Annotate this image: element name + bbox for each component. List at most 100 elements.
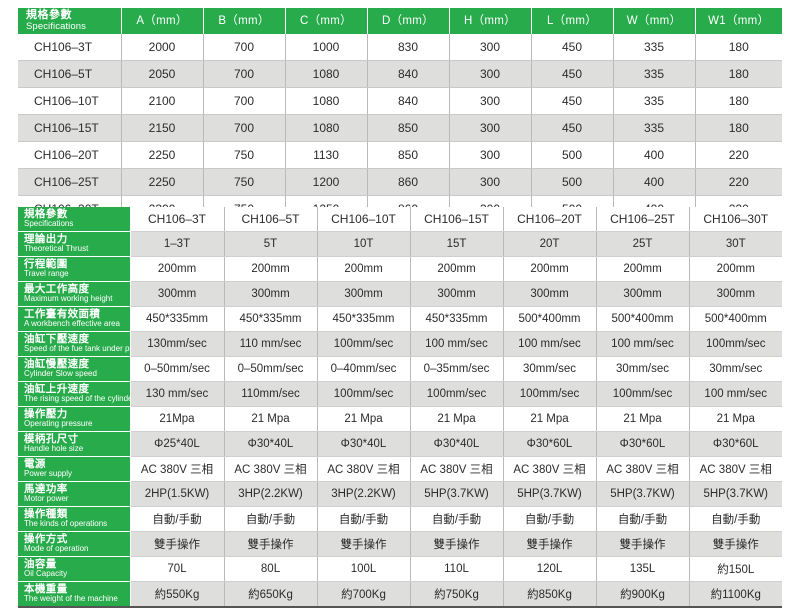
spec-row-label: 模柄孔尺寸 Handle hole size: [18, 431, 131, 457]
spec-cell: 100mm/sec: [317, 331, 411, 357]
spec-cell: 30mm/sec: [503, 356, 597, 382]
dimension-cell-w1: 220: [695, 168, 782, 196]
spec-cell: 300mm: [596, 281, 690, 307]
spec-cell: 135L: [596, 556, 690, 582]
spec-cell: 25T: [596, 231, 690, 257]
dimension-cell-model: CH106–10T: [18, 87, 122, 115]
spec-cell: 200mm: [596, 256, 690, 282]
dimension-cell-l: 450: [531, 87, 614, 115]
spec-label-en: Motor power: [24, 494, 69, 504]
spec-cell: 200mm: [503, 256, 597, 282]
spec-cell: 450*335mm: [410, 306, 504, 332]
spec-label-cn: 電源: [24, 458, 46, 471]
table-row: 工作臺有效面積 A workbench effective area 450*3…: [18, 306, 782, 332]
spec-row-label: 油缸下壓速度 Speed of the fue tank under press…: [18, 331, 131, 357]
spec-row-label: 本機重量 The weight of the machine: [18, 581, 131, 606]
spec-cell: 30T: [689, 231, 782, 257]
spec-cell: 100 mm/sec: [503, 331, 597, 357]
table-row: 模柄孔尺寸 Handle hole size Φ25*40L Φ30*40L Φ…: [18, 431, 782, 457]
spec-cell: 30mm/sec: [689, 356, 782, 382]
table-row: 油缸下壓速度 Speed of the fue tank under press…: [18, 331, 782, 357]
spec-cell: 100mm/sec: [317, 381, 411, 407]
spec-table-container: 規格參數 Specifications CH106–3T CH106–5T CH…: [18, 207, 782, 608]
table-row: CH106–25T 2250 750 1200 860 300 500 400 …: [18, 168, 782, 196]
dimension-cell-a: 2000: [121, 34, 204, 61]
dimension-cell-h: 300: [449, 60, 532, 88]
spec-row-label: 操作方式 Mode of operation: [18, 531, 131, 557]
spec-cell: 200mm: [130, 256, 225, 282]
spec-cell: 5HP(3.7KW): [596, 481, 690, 507]
spec-cell: 100L: [317, 556, 411, 582]
spec-label-cn: 操作壓力: [24, 408, 68, 421]
table-row: 最大工作高度 Maximum working height 300mm 300m…: [18, 281, 782, 307]
spec-cell: 自動/手動: [130, 506, 225, 532]
table-row: 電源 Power supply AC 380V 三相 AC 380V 三相 AC…: [18, 456, 782, 482]
spec-row-label: 最大工作高度 Maximum working height: [18, 281, 131, 307]
dimension-cell-l: 500: [531, 168, 614, 196]
dimension-cell-w1: 220: [695, 141, 782, 169]
table-row: CH106–5T 2050 700 1080 840 300 450 335 1…: [18, 60, 782, 88]
dimension-cell-a: 2150: [121, 114, 204, 142]
dimension-cell-c: 1130: [285, 141, 368, 169]
dimension-cell-l: 450: [531, 60, 614, 88]
dimension-cell-model: CH106–3T: [18, 34, 122, 61]
spec-row-label: 油缸上升速度 The rising speed of the cylinder: [18, 381, 131, 407]
dimension-cell-d: 850: [367, 114, 450, 142]
table-row: 操作方式 Mode of operation 雙手操作 雙手操作 雙手操作 雙手…: [18, 531, 782, 557]
spec-cell: 雙手操作: [410, 531, 504, 557]
table-row: 操作壓力 Operating pressure 21Mpa 21 Mpa 21 …: [18, 406, 782, 432]
dimension-header-w: W（mm）: [613, 8, 696, 34]
dimension-cell-c: 1080: [285, 60, 368, 88]
spec-cell: 21 Mpa: [224, 406, 318, 432]
spec-cell: 21 Mpa: [317, 406, 411, 432]
spec-table: 規格參數 Specifications CH106–3T CH106–5T CH…: [18, 207, 782, 606]
spec-cell: 300mm: [224, 281, 318, 307]
table-row: 油缸慢壓速度 Cylinder Slow speed 0–50mm/sec 0–…: [18, 356, 782, 382]
spec-cell: AC 380V 三相: [410, 456, 504, 482]
spec-table-body: 規格參數 Specifications CH106–3T CH106–5T CH…: [18, 207, 782, 606]
spec-label-en: The rising speed of the cylinder: [24, 394, 130, 404]
spec-cell: 約550Kg: [130, 581, 225, 606]
spec-cell: 3HP(2.2KW): [317, 481, 411, 507]
spec-cell: 200mm: [317, 256, 411, 282]
table-row: 油缸上升速度 The rising speed of the cylinder …: [18, 381, 782, 407]
spec-cell: Φ25*40L: [130, 431, 225, 457]
spec-cell: 130 mm/sec: [130, 381, 225, 407]
spec-cell: 自動/手動: [317, 506, 411, 532]
dimension-cell-h: 300: [449, 34, 532, 61]
dimension-table-container: 規格參數 Specifications A（mm） B（mm） C（mm） D（…: [18, 8, 782, 224]
spec-row-label: 規格參數 Specifications: [18, 207, 131, 232]
spec-cell: 5HP(3.7KW): [689, 481, 782, 507]
spec-row-label: 油缸慢壓速度 Cylinder Slow speed: [18, 356, 131, 382]
dimension-table-body: CH106–3T 2000 700 1000 830 300 450 335 1…: [18, 34, 782, 222]
spec-cell: 21 Mpa: [503, 406, 597, 432]
spec-cell: 10T: [317, 231, 411, 257]
spec-cell: 300mm: [410, 281, 504, 307]
dimension-cell-model: CH106–25T: [18, 168, 122, 196]
spec-cell: 約1100Kg: [689, 581, 782, 606]
spec-cell: 約700Kg: [317, 581, 411, 606]
dimension-cell-h: 300: [449, 168, 532, 196]
dimension-cell-b: 700: [203, 114, 286, 142]
spec-cell: 自動/手動: [689, 506, 782, 532]
dimension-cell-d: 860: [367, 168, 450, 196]
spec-cell: 5T: [224, 231, 318, 257]
spec-cell: Φ30*40L: [224, 431, 318, 457]
dimension-cell-w: 400: [613, 168, 696, 196]
spec-cell: 雙手操作: [503, 531, 597, 557]
dimension-cell-d: 830: [367, 34, 450, 61]
dimension-cell-b: 750: [203, 168, 286, 196]
spec-row-label: 工作臺有效面積 A workbench effective area: [18, 306, 131, 332]
spec-cell: 自動/手動: [596, 506, 690, 532]
dimension-cell-a: 2250: [121, 141, 204, 169]
spec-cell: AC 380V 三相: [596, 456, 690, 482]
dimension-cell-a: 2100: [121, 87, 204, 115]
spec-cell: CH106–10T: [317, 207, 411, 232]
spec-cell: CH106–15T: [410, 207, 504, 232]
table-row: CH106–3T 2000 700 1000 830 300 450 335 1…: [18, 34, 782, 61]
dimension-header-l: L（mm）: [531, 8, 614, 34]
spec-cell: 70L: [130, 556, 225, 582]
dimension-cell-w1: 180: [695, 34, 782, 61]
table-row: 操作種類 The kinds of operations 自動/手動 自動/手動…: [18, 506, 782, 532]
spec-cell: 15T: [410, 231, 504, 257]
